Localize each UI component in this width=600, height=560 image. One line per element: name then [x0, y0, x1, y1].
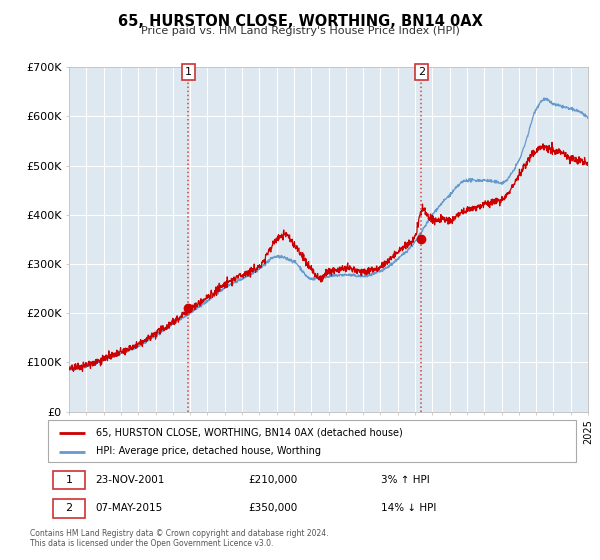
Text: 2: 2 — [65, 503, 73, 514]
FancyBboxPatch shape — [53, 470, 85, 489]
Text: 3% ↑ HPI: 3% ↑ HPI — [380, 475, 430, 485]
Text: 65, HURSTON CLOSE, WORTHING, BN14 0AX (detached house): 65, HURSTON CLOSE, WORTHING, BN14 0AX (d… — [95, 428, 402, 437]
Text: This data is licensed under the Open Government Licence v3.0.: This data is licensed under the Open Gov… — [30, 539, 274, 548]
Text: £210,000: £210,000 — [248, 475, 298, 485]
Text: 07-MAY-2015: 07-MAY-2015 — [95, 503, 163, 514]
Text: 1: 1 — [65, 475, 73, 485]
Text: 65, HURSTON CLOSE, WORTHING, BN14 0AX: 65, HURSTON CLOSE, WORTHING, BN14 0AX — [118, 14, 482, 29]
Text: HPI: Average price, detached house, Worthing: HPI: Average price, detached house, Wort… — [95, 446, 320, 456]
Text: Contains HM Land Registry data © Crown copyright and database right 2024.: Contains HM Land Registry data © Crown c… — [30, 529, 329, 538]
Text: 1: 1 — [185, 67, 192, 77]
FancyBboxPatch shape — [53, 499, 85, 517]
FancyBboxPatch shape — [48, 420, 576, 462]
Text: 23-NOV-2001: 23-NOV-2001 — [95, 475, 165, 485]
Text: 2: 2 — [418, 67, 425, 77]
Text: £350,000: £350,000 — [248, 503, 298, 514]
Text: Price paid vs. HM Land Registry's House Price Index (HPI): Price paid vs. HM Land Registry's House … — [140, 26, 460, 36]
Text: 14% ↓ HPI: 14% ↓ HPI — [380, 503, 436, 514]
